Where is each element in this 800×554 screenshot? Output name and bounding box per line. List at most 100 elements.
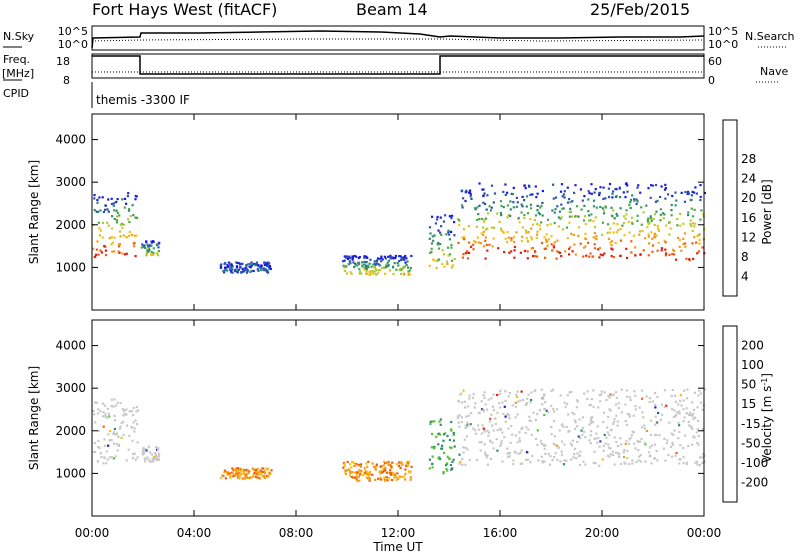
heatmap-cell <box>436 215 439 219</box>
heatmap-cell <box>690 207 693 210</box>
heatmap-cell <box>392 272 395 276</box>
heatmap-cell <box>453 257 456 261</box>
heatmap-cell <box>440 447 443 450</box>
heatmap-cell <box>603 391 606 394</box>
heatmap-cell <box>573 453 576 456</box>
heatmap-cell <box>688 411 692 414</box>
heatmap-cell <box>606 431 609 434</box>
heatmap-cell <box>365 462 368 465</box>
heatmap-cell <box>224 266 227 269</box>
heatmap-cell <box>369 472 372 476</box>
heatmap-cell <box>346 460 349 463</box>
heatmap-cell <box>483 430 486 433</box>
heatmap-cell <box>593 243 596 246</box>
heatmap-cell <box>641 411 644 414</box>
heatmap-cell <box>589 252 592 255</box>
heatmap-cell <box>610 429 613 432</box>
heatmap-cell <box>120 436 123 439</box>
heatmap-cell <box>461 401 464 404</box>
heatmap-cell <box>94 255 97 258</box>
heatmap-cell <box>501 230 505 233</box>
nsky-panel <box>91 25 705 51</box>
heatmap-cell <box>125 408 128 411</box>
heatmap-cell <box>552 246 555 249</box>
heatmap-cell <box>436 259 439 262</box>
heatmap-cell <box>602 197 605 201</box>
heatmap-cell <box>608 396 611 399</box>
heatmap-cell <box>693 236 696 239</box>
heatmap-cell <box>525 426 528 429</box>
heatmap-cell <box>563 459 566 462</box>
heatmap-cell <box>255 261 259 264</box>
heatmap-cell <box>222 270 225 273</box>
heatmap-cell <box>581 199 584 202</box>
heatmap-cell <box>106 407 109 410</box>
heatmap-cell <box>610 240 613 243</box>
heatmap-cell <box>461 204 464 207</box>
heatmap-cell <box>407 470 411 473</box>
heatmap-cell <box>377 271 380 274</box>
heatmap-cell <box>381 258 384 261</box>
heatmap-cell <box>390 472 393 475</box>
heatmap-cell <box>399 466 402 469</box>
power-colorbar-label: Power [dB] <box>760 179 774 244</box>
heatmap-cell <box>125 252 128 255</box>
heatmap-cell <box>583 215 587 218</box>
heatmap-cell <box>506 204 510 207</box>
heatmap-cell <box>119 401 122 405</box>
heatmap-cell <box>114 433 117 436</box>
heatmap-cell <box>93 209 96 212</box>
heatmap-cell <box>119 223 122 226</box>
heatmap-cell <box>680 404 683 407</box>
heatmap-cell <box>618 455 621 458</box>
heatmap-cell <box>572 456 575 459</box>
heatmap-cell <box>238 477 241 480</box>
heatmap-cell <box>373 270 376 273</box>
heatmap-cell <box>263 470 266 473</box>
heatmap-cell <box>632 414 635 417</box>
heatmap-cell <box>641 397 644 400</box>
heatmap-cell <box>244 477 247 480</box>
heatmap-cell <box>118 427 121 430</box>
velocity-ylabel: Slant Range [km] <box>27 366 41 470</box>
heatmap-cell <box>636 200 639 203</box>
heatmap-cell <box>538 213 541 216</box>
heatmap-cell <box>452 458 455 461</box>
heatmap-cell <box>587 241 590 244</box>
heatmap-cell <box>618 453 621 456</box>
heatmap-cell <box>136 216 139 220</box>
heatmap-cell <box>349 463 352 466</box>
heatmap-cell <box>687 424 691 427</box>
heatmap-cell <box>693 191 696 194</box>
colorbar-tick-label: 8 <box>741 250 749 264</box>
heatmap-cell <box>659 219 662 222</box>
heatmap-cell <box>597 406 600 409</box>
heatmap-cell <box>638 406 641 409</box>
heatmap-cell <box>257 269 260 272</box>
heatmap-cell <box>672 433 675 436</box>
heatmap-cell <box>607 415 610 419</box>
heatmap-cell <box>504 193 507 196</box>
heatmap-cell <box>375 463 378 466</box>
beam-title: Beam 14 <box>356 0 428 19</box>
heatmap-cell <box>391 479 394 482</box>
heatmap-cell <box>145 241 148 244</box>
heatmap-cell <box>431 420 434 423</box>
heatmap-cell <box>158 452 161 455</box>
heatmap-cell <box>685 412 689 415</box>
heatmap-cell <box>682 446 685 449</box>
heatmap-cell <box>242 270 245 273</box>
heatmap-cell <box>647 217 650 220</box>
heatmap-cell <box>256 268 259 271</box>
heatmap-cell <box>146 249 149 252</box>
heatmap-cell <box>673 253 676 256</box>
heatmap-cell <box>235 265 239 268</box>
heatmap-cell <box>114 455 117 458</box>
heatmap-cell <box>650 462 653 465</box>
heatmap-cell <box>95 210 98 213</box>
heatmap-cell <box>592 405 595 408</box>
heatmap-cell <box>626 256 629 259</box>
heatmap-cell <box>442 220 446 223</box>
heatmap-cell <box>228 472 231 475</box>
